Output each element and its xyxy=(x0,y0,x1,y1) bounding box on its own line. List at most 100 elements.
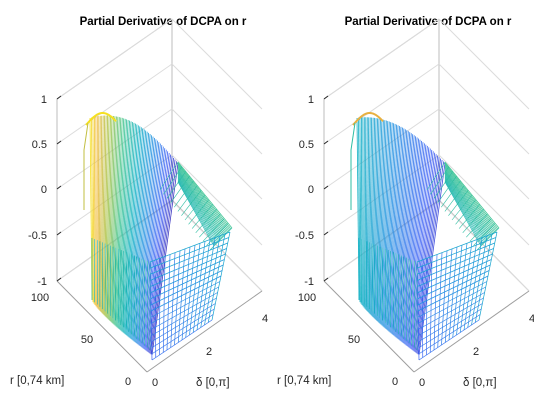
grid-line xyxy=(56,18,173,100)
mesh-line xyxy=(126,127,142,336)
mesh-line xyxy=(444,177,486,243)
mesh-line xyxy=(151,314,214,355)
mesh-line xyxy=(473,223,496,246)
mesh-line xyxy=(444,171,491,238)
mesh-line xyxy=(356,117,360,301)
mesh-line xyxy=(426,161,446,191)
mesh-line xyxy=(437,175,457,204)
mesh-line xyxy=(444,166,496,233)
mesh-line xyxy=(444,181,482,247)
mesh-line xyxy=(148,157,174,353)
mesh-line xyxy=(418,303,483,342)
chart-title: Partial Derivative of DCPA on r xyxy=(80,16,247,28)
mesh-line xyxy=(444,179,484,245)
x-tick-label: 4 xyxy=(529,313,534,325)
mesh-line xyxy=(372,118,378,318)
z-tick-label: 0.5 xyxy=(299,139,314,151)
mesh-line xyxy=(469,218,492,242)
mesh-line xyxy=(150,248,227,281)
mesh-line xyxy=(396,134,414,339)
mesh-line xyxy=(151,286,219,324)
mesh-line xyxy=(92,117,95,304)
grid-line xyxy=(171,18,263,110)
mesh-line xyxy=(415,158,441,353)
grid-line xyxy=(438,108,530,200)
mesh-line xyxy=(406,145,428,347)
mesh-line xyxy=(150,275,222,312)
grid-line xyxy=(56,63,173,145)
mesh-line xyxy=(177,178,218,244)
mesh-line xyxy=(117,120,129,329)
mesh-line xyxy=(89,117,93,301)
mesh-line xyxy=(411,152,436,350)
mesh-line xyxy=(114,118,125,326)
mesh-line xyxy=(125,126,141,335)
mesh-line xyxy=(466,213,488,238)
z-tick-mark xyxy=(56,95,62,100)
mesh-line xyxy=(177,165,230,232)
mesh-surface xyxy=(83,112,233,361)
mesh-line xyxy=(166,171,186,199)
y-tick-label: 0 xyxy=(392,376,398,388)
x-axis-label: δ [0,π] xyxy=(463,377,497,389)
grid-line xyxy=(171,108,263,200)
mesh-line xyxy=(409,149,433,349)
mesh-line xyxy=(399,137,418,341)
mesh-line xyxy=(404,143,425,345)
mesh-line xyxy=(444,172,490,239)
mesh-line xyxy=(177,181,215,247)
y-axis-label: r [0,74 km] xyxy=(10,375,64,387)
chart-title: Partial Derivative of DCPA on r xyxy=(345,16,512,28)
mesh-line xyxy=(151,308,215,349)
mesh-line xyxy=(455,199,477,225)
mesh-line xyxy=(151,292,218,330)
mesh-line xyxy=(387,126,400,331)
mesh-line xyxy=(380,121,390,325)
mesh-line xyxy=(444,164,498,231)
z-tick-mark xyxy=(323,140,329,145)
mesh-line xyxy=(150,264,224,300)
mesh-line xyxy=(177,169,226,236)
mesh-line xyxy=(444,175,488,241)
mesh-line xyxy=(177,166,229,233)
mesh-line xyxy=(150,242,228,275)
mesh-line xyxy=(444,167,495,234)
x-tick-label: 0 xyxy=(419,377,425,389)
mesh-line xyxy=(418,314,481,355)
mesh-line xyxy=(375,119,383,321)
mesh-line xyxy=(379,121,389,324)
mesh-line xyxy=(177,176,220,242)
grid-line xyxy=(323,18,440,100)
mesh-line xyxy=(135,137,155,343)
z-tick-mark xyxy=(323,95,329,100)
mesh-line xyxy=(448,190,469,216)
mesh-line xyxy=(142,148,166,349)
mesh-line xyxy=(441,180,461,208)
mesh-line xyxy=(163,166,183,195)
y-tick-label: 100 xyxy=(298,292,316,304)
tick-labels: 1 0.5 0 -0.5 -1 100 50 0 0 2 4 xyxy=(28,94,268,389)
mesh-line xyxy=(174,180,194,208)
mesh-line xyxy=(177,180,216,246)
mesh-line xyxy=(191,204,213,229)
mesh-line xyxy=(105,115,111,318)
mesh-line xyxy=(91,117,94,303)
mesh-line xyxy=(417,242,495,275)
mesh-line xyxy=(177,177,219,243)
mesh-line xyxy=(170,175,190,204)
mesh-line xyxy=(150,259,225,293)
mesh-line xyxy=(137,140,158,345)
z-tick-mark xyxy=(56,140,62,145)
mesh-line xyxy=(462,208,484,234)
z-tick-label: -1 xyxy=(304,276,314,288)
mesh-line xyxy=(108,116,116,321)
grid-line xyxy=(323,200,440,282)
axes-edge xyxy=(146,290,263,373)
mesh-line xyxy=(386,125,399,330)
mesh-line xyxy=(177,172,223,239)
mesh-line xyxy=(127,128,144,337)
mesh-line xyxy=(417,259,492,293)
mesh-line xyxy=(416,159,443,354)
mesh-line xyxy=(149,237,230,269)
